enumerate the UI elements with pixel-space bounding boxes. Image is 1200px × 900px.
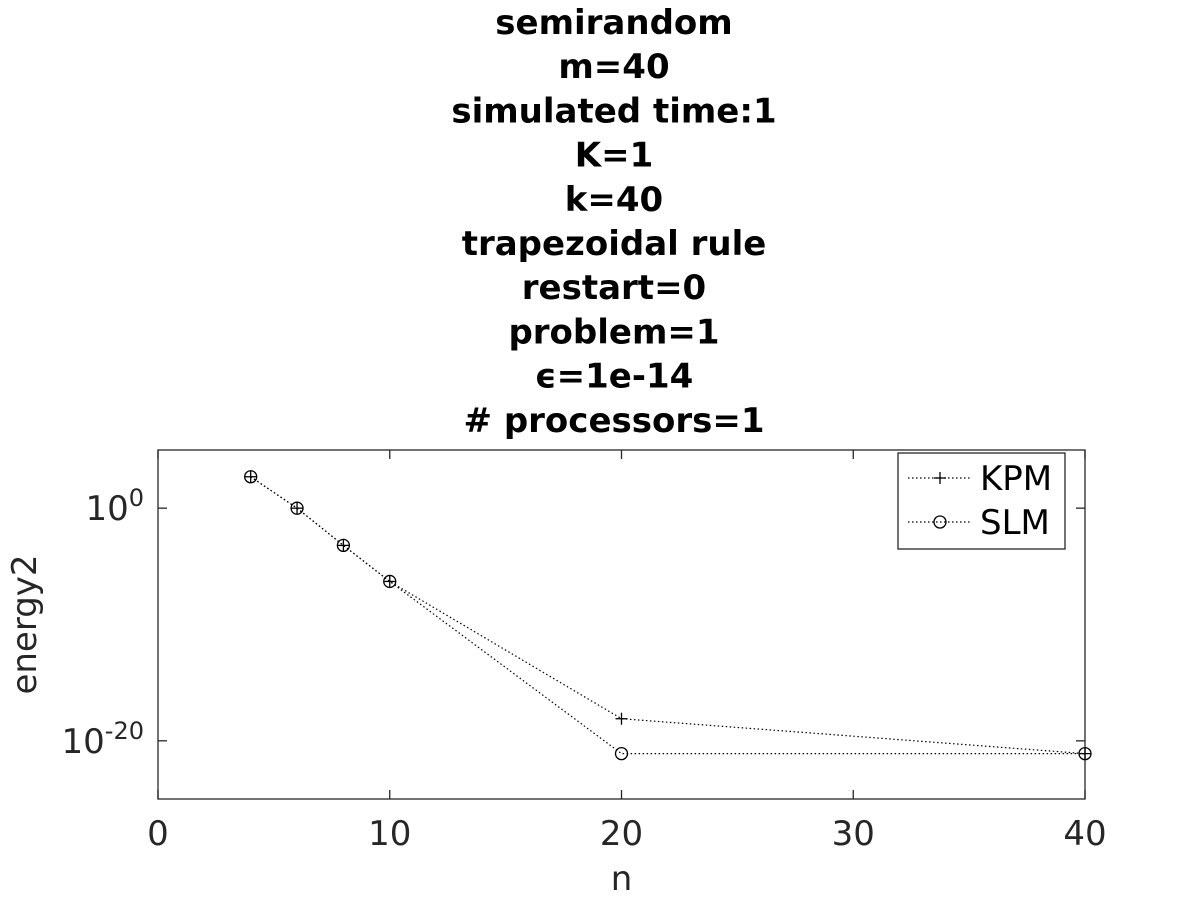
y-tick-exponent: -20: [105, 717, 144, 745]
legend-entry: KPM: [908, 459, 1052, 499]
series-line: [250, 476, 1085, 755]
y-tick-base: 10: [85, 489, 128, 529]
x-tick-label: 30: [832, 814, 875, 854]
title-line: problem=1: [508, 312, 719, 352]
title-line: simulated time:1: [451, 91, 776, 131]
title-line: # processors=1: [464, 401, 765, 441]
series-layer: [244, 470, 1092, 761]
circle-marker: [1078, 746, 1092, 761]
circle-marker: [244, 470, 258, 484]
title-line: restart=0: [522, 268, 706, 308]
y-tick-exponent: 0: [129, 484, 144, 512]
title-line: trapezoidal rule: [462, 224, 767, 264]
title-line: m=40: [558, 47, 669, 87]
legend-label: KPM: [980, 459, 1052, 499]
legend-entry: SLM: [908, 503, 1050, 543]
circle-marker: [614, 746, 629, 761]
legend-box: [897, 452, 1066, 550]
x-tick-label: 0: [147, 814, 169, 854]
legend-label: SLM: [980, 503, 1050, 543]
x-axis-label: n: [611, 859, 633, 899]
circle-marker: [290, 501, 304, 515]
circle-marker: [336, 538, 351, 553]
x-tick-label: 20: [600, 814, 643, 854]
title-line: semirandom: [495, 3, 732, 43]
y-tick-label: 10-20: [62, 717, 144, 762]
series-slm: [244, 470, 1092, 761]
circle-marker: [933, 515, 947, 529]
x-tick-label: 10: [368, 814, 411, 854]
circle-marker: [383, 574, 397, 589]
y-tick-base: 10: [62, 722, 105, 762]
y-axis-label: energy2: [5, 554, 45, 694]
title-line: k=40: [565, 180, 663, 220]
title-line: ϵ=1e-14: [535, 357, 694, 397]
y-tick-label: 100: [85, 484, 144, 529]
x-tick-label: 40: [1063, 814, 1106, 854]
title-line: K=1: [575, 136, 654, 176]
